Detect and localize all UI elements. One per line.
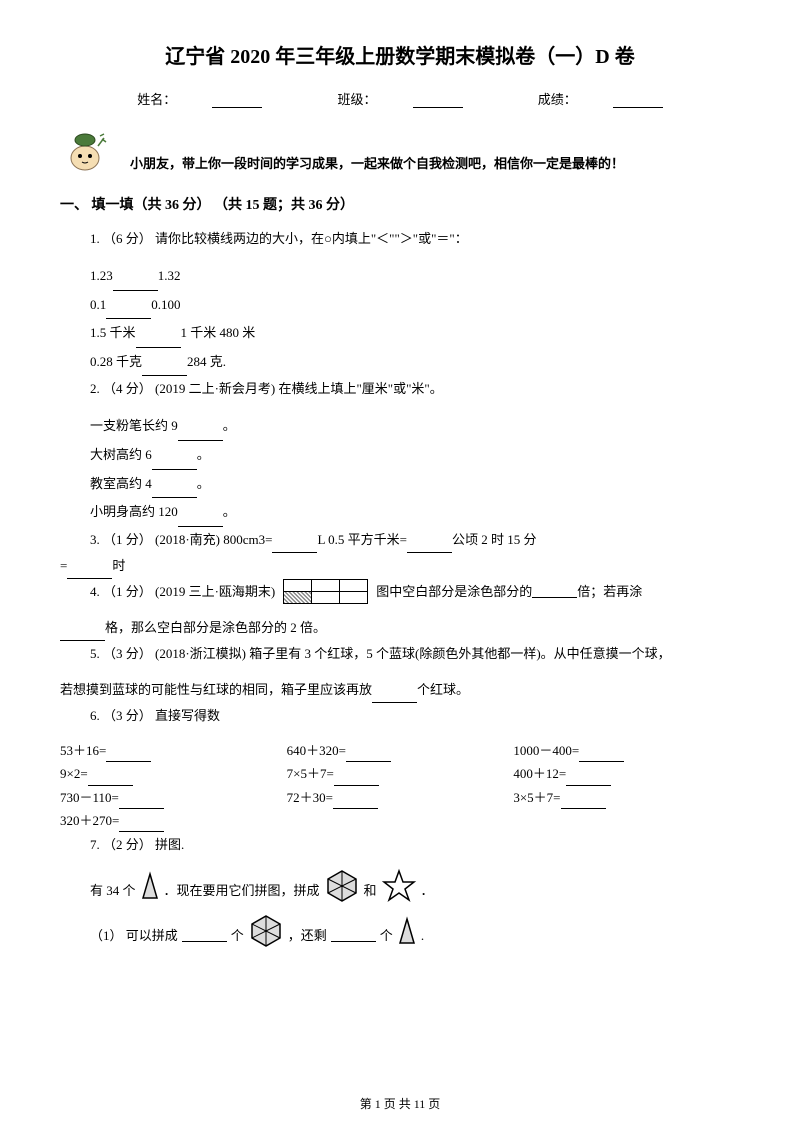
q7-line1: 有 34 个 ．现在要用它们拼图，拼成 和 ． xyxy=(60,868,740,913)
hexagon-icon xyxy=(324,868,360,913)
class-label: 班级： xyxy=(319,92,480,107)
q1-line2: 0.10.100 xyxy=(60,291,740,320)
q4-tail: 格，那么空白部分是涂色部分的 2 倍。 xyxy=(60,615,740,641)
q7-line2: （1） 可以拼成个 ，还剩个 . xyxy=(60,913,740,958)
page-footer: 第 1 页 共 11 页 xyxy=(0,1095,800,1112)
section-1-header: 一、 填一填（共 36 分） （共 15 题；共 36 分） xyxy=(60,194,740,214)
page-title: 辽宁省 2020 年三年级上册数学期末模拟卷（一）D 卷 xyxy=(60,40,740,69)
encourage-text: 小朋友，带上你一段时间的学习成果，一起来做个自我检测吧，相信你一定是最棒的！ xyxy=(130,153,624,176)
q5-line2: 若想摸到蓝球的可能性与红球的相同，箱子里应该再放个红球。 xyxy=(60,677,740,703)
q6-calcs: 53＋16= 640＋320= 1000－400= 9×2= 7×5＋7= 40… xyxy=(60,739,740,833)
star-icon xyxy=(381,868,417,913)
q2-line4: 小明身高约 120。 xyxy=(60,498,740,527)
hexagon-icon xyxy=(248,913,284,958)
q2-line2: 大树高约 6。 xyxy=(60,441,740,470)
mascot-icon xyxy=(60,126,110,176)
q1-line4: 0.28 千克284 克. xyxy=(60,348,740,377)
q4: 4. （1 分） (2019 三上·瓯海期末) 图中空白部分是涂色部分的倍；若再… xyxy=(60,579,740,605)
grid-icon xyxy=(283,579,368,604)
triangle-icon xyxy=(140,871,160,910)
q6-head: 6. （3 分） 直接写得数 xyxy=(60,703,740,729)
q3: 3. （1 分） (2018·南充) 800cm3=L 0.5 平方千米=公顷 … xyxy=(60,527,740,553)
q1-head: 1. （6 分） 请你比较横线两边的大小，在○内填上"＜""＞"或"＝"： xyxy=(60,226,740,252)
q7-head: 7. （2 分） 拼图. xyxy=(60,832,740,858)
q2-line1: 一支粉笔长约 9。 xyxy=(60,412,740,441)
q1-line3: 1.5 千米1 千米 480 米 xyxy=(60,319,740,348)
triangle-icon xyxy=(397,916,417,955)
q2-head: 2. （4 分） (2019 二上·新会月考) 在横线上填上"厘米"或"米"。 xyxy=(60,376,740,402)
q3-tail: =时 xyxy=(60,553,740,579)
q2-line3: 教室高约 4。 xyxy=(60,470,740,499)
name-label: 姓名： xyxy=(119,92,280,107)
score-label: 成绩： xyxy=(520,92,681,107)
q1-line1: 1.231.32 xyxy=(60,262,740,291)
info-row: 姓名： 班级： 成绩： xyxy=(60,89,740,108)
q5: 5. （3 分） (2018·浙江模拟) 箱子里有 3 个红球，5 个蓝球(除颜… xyxy=(60,641,740,667)
